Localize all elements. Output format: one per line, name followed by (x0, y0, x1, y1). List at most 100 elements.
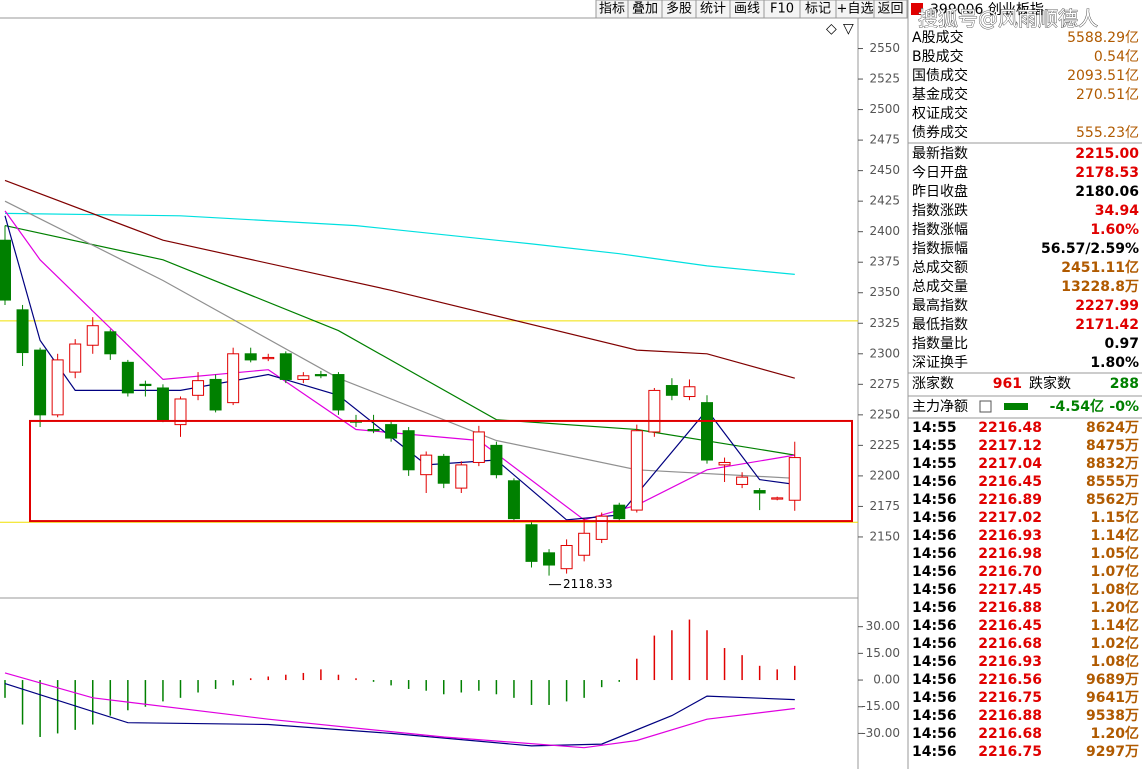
y-tick-label: 2300 (869, 346, 900, 360)
tick-time: 14:56 (912, 528, 957, 544)
quote-value: 0.97 (1104, 336, 1139, 352)
quote-label: 总成交额 (912, 259, 968, 276)
candle-body (701, 402, 713, 461)
tick-volume: 1.05亿 (1090, 545, 1139, 562)
stat-value: 2093.51亿 (1067, 68, 1139, 84)
main-force-value: -4.54亿 (1050, 398, 1104, 415)
toolbar-label[interactable]: 叠加 (632, 2, 658, 17)
flow-bar (1004, 403, 1028, 410)
logo-icon (911, 3, 923, 15)
y-tick-label: -30.00 (861, 726, 900, 740)
tick-time: 14:56 (912, 510, 957, 526)
stat-label: 国债成交 (912, 67, 968, 84)
tick-volume: 8475万 (1086, 438, 1139, 454)
candle-body (192, 380, 205, 396)
candle-body (139, 383, 152, 387)
candle-body (595, 515, 608, 540)
macd-line (4, 683, 795, 747)
tick-time: 14:56 (912, 618, 957, 634)
breadth-up: 961 (993, 376, 1022, 392)
candle-body (490, 444, 503, 476)
quote-label: 深证换手 (912, 354, 968, 371)
tick-volume: 9538万 (1086, 708, 1139, 724)
tick-time: 14:55 (912, 420, 957, 436)
tick-price: 2216.45 (978, 474, 1042, 490)
y-tick-label: 2225 (869, 438, 900, 452)
candle-body (121, 361, 134, 394)
tick-volume: 9689万 (1086, 672, 1139, 688)
candle-body (51, 359, 64, 416)
toolbar-label[interactable]: F10 (770, 2, 794, 17)
candle-body (69, 343, 82, 373)
candle-body (420, 454, 433, 476)
tick-price: 2216.68 (978, 726, 1042, 742)
toolbar-label[interactable]: +自选 (837, 2, 874, 17)
quote-value: 2451.11亿 (1061, 259, 1139, 276)
quote-value: 2178.53 (1075, 165, 1139, 181)
toolbar-label[interactable]: 指标 (599, 2, 625, 17)
moving-average (4, 179, 795, 379)
candle-body (385, 424, 398, 439)
candle-body (788, 457, 801, 501)
tick-price: 2216.75 (978, 690, 1042, 706)
list-icon[interactable] (979, 400, 992, 413)
quote-label: 总成交量 (912, 278, 968, 295)
quote-value: 1.60% (1090, 222, 1139, 238)
y-tick-label: -15.00 (861, 699, 900, 713)
candle-body (525, 524, 538, 562)
tick-price: 2216.93 (978, 654, 1042, 670)
quote-value: 2227.99 (1075, 298, 1139, 314)
quote-label: 指数涨幅 (912, 222, 968, 238)
candle-body (753, 490, 766, 494)
candle-body (262, 356, 275, 360)
y-tick-label: 2150 (869, 529, 900, 543)
toolbar-label[interactable]: 统计 (700, 2, 726, 17)
candle-body (86, 325, 99, 346)
icon[interactable]: ◇ (826, 21, 837, 37)
candle-body (314, 374, 327, 377)
tick-volume: 1.07亿 (1090, 563, 1139, 580)
tick-time: 14:56 (912, 636, 957, 652)
tick-time: 14:56 (912, 474, 957, 490)
toolbar-label[interactable]: 多股 (666, 1, 692, 17)
toolbar-label[interactable]: 返回 (877, 2, 903, 17)
candle-body (209, 378, 222, 411)
quote-label: 最高指数 (912, 297, 968, 314)
quote-label: 今日开盘 (912, 164, 968, 181)
y-tick-label: 2475 (869, 133, 900, 147)
candle-body (34, 349, 47, 416)
stat-value: 5588.29亿 (1067, 30, 1139, 46)
y-tick-label: 2450 (869, 163, 900, 177)
y-tick-label: 2275 (869, 377, 900, 391)
icon[interactable]: ▽ (843, 21, 854, 37)
y-tick-label: 2250 (869, 407, 900, 421)
tick-volume: 1.15亿 (1090, 509, 1139, 526)
main-force-percent: -0% (1109, 399, 1139, 415)
highlight-box (29, 419, 853, 523)
toolbar-button[interactable] (873, 0, 908, 19)
y-tick-label: 2550 (869, 41, 900, 55)
candle-body (402, 430, 415, 471)
candle-body (613, 504, 626, 520)
tick-time: 14:56 (912, 564, 957, 580)
candle-body (16, 309, 29, 354)
stat-label: B股成交 (912, 48, 964, 65)
tick-time: 14:56 (912, 672, 957, 688)
tick-time: 14:56 (912, 600, 957, 616)
tick-time: 14:55 (912, 438, 957, 454)
toolbar-label[interactable]: 标记 (805, 2, 831, 17)
breadth-label: 跌家数 (1029, 375, 1071, 392)
stat-label: 基金成交 (912, 86, 968, 103)
tick-price: 2216.70 (978, 564, 1042, 580)
tick-price: 2216.48 (978, 420, 1042, 436)
toolbar-label[interactable]: 画线 (734, 2, 760, 17)
y-tick-label: 0.00 (873, 673, 900, 687)
candle-body (332, 374, 345, 411)
candle-body (227, 353, 240, 404)
y-tick-label: 2525 (869, 72, 900, 86)
candle-body (104, 331, 117, 355)
tick-price: 2217.12 (978, 438, 1042, 454)
candle-body (279, 353, 292, 380)
candle-body (437, 455, 450, 484)
